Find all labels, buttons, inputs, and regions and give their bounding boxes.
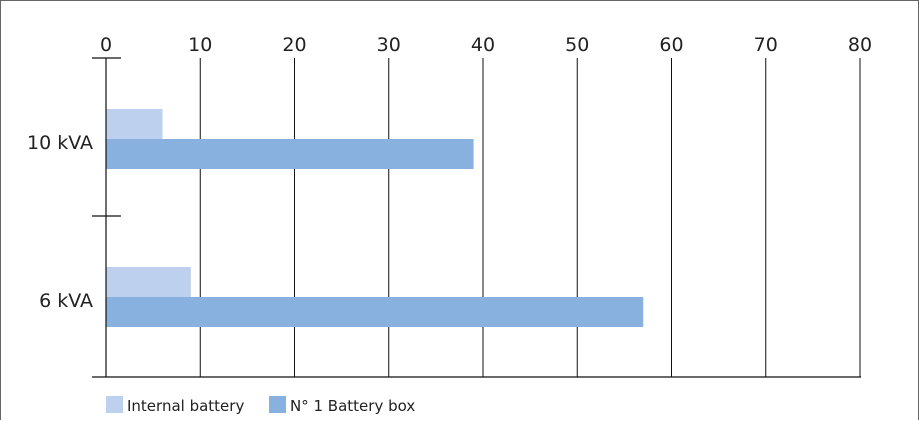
axes xyxy=(92,57,861,378)
bar-battery-box-0 xyxy=(106,139,474,169)
x-tick-label-50: 50 xyxy=(565,34,589,56)
gridlines xyxy=(199,58,861,377)
x-tick-label-60: 60 xyxy=(659,34,683,56)
x-tick-labels: 0 10 20 30 40 50 60 70 80 xyxy=(100,34,872,56)
category-labels: 10 kVA 6 kVA xyxy=(27,132,93,312)
x-tick-label-30: 30 xyxy=(377,34,401,56)
category-label-1: 6 kVA xyxy=(39,290,93,312)
bar-internal-battery-0 xyxy=(106,109,163,139)
legend-label-1: N° 1 Battery box xyxy=(290,397,415,415)
bar-internal-battery-1 xyxy=(106,267,191,297)
x-tick-label-0: 0 xyxy=(100,34,112,56)
x-tick-label-10: 10 xyxy=(188,34,212,56)
bar-battery-box-1 xyxy=(106,297,644,327)
legend-swatch-0 xyxy=(106,396,123,413)
bars xyxy=(106,109,644,327)
legend-label-0: Internal battery xyxy=(127,397,244,415)
x-tick-label-20: 20 xyxy=(282,34,306,56)
category-label-0: 10 kVA xyxy=(27,132,93,154)
x-tick-label-80: 80 xyxy=(848,34,872,56)
legend: Internal battery N° 1 Battery box xyxy=(106,396,415,415)
x-tick-label-70: 70 xyxy=(754,34,778,56)
x-tick-label-40: 40 xyxy=(471,34,495,56)
legend-swatch-1 xyxy=(269,396,286,413)
